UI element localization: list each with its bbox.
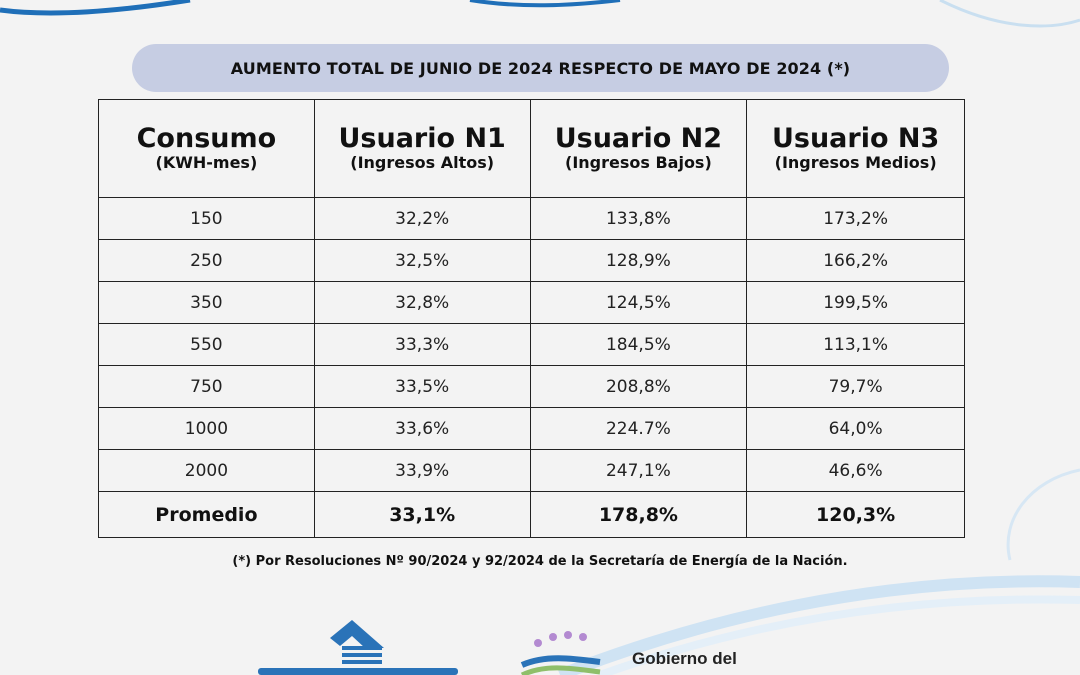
top-left-swoosh: [0, 0, 191, 16]
table-row: 750 33,5% 208,8% 79,7%: [98, 365, 965, 408]
top-right-swoosh: [939, 0, 1080, 28]
cell-n2: 133,8%: [529, 197, 748, 240]
header-usuario-n1: Usuario N1 (Ingresos Altos): [313, 99, 531, 198]
cell-consumo: 2000: [98, 449, 315, 492]
cell-consumo: 150: [98, 197, 315, 240]
header-sub: (Ingresos Altos): [350, 152, 495, 172]
tariff-increase-table: Consumo (KWH-mes) Usuario N1 (Ingresos A…: [98, 99, 965, 538]
table-total-row: Promedio 33,1% 178,8% 120,3%: [98, 491, 965, 538]
header-main: Usuario N2: [554, 122, 723, 154]
header-main: Usuario N1: [338, 122, 506, 154]
cell-n3: 46,6%: [746, 449, 965, 492]
cell-total-n2: 178,8%: [529, 491, 748, 538]
cell-n3: 79,7%: [746, 365, 965, 408]
cell-consumo: 750: [98, 365, 315, 408]
cell-n1: 32,2%: [313, 197, 531, 240]
cell-n1: 33,3%: [313, 323, 531, 366]
title-banner: AUMENTO TOTAL DE JUNIO DE 2024 RESPECTO …: [132, 44, 949, 92]
header-sub: (Ingresos Bajos): [565, 152, 712, 172]
cell-consumo: 1000: [98, 407, 315, 450]
table-row: 150 32,2% 133,8% 173,2%: [98, 197, 965, 240]
table-row: 1000 33,6% 224.7% 64,0%: [98, 407, 965, 450]
top-center-swoosh: [469, 0, 621, 8]
header-sub: (KWH-mes): [155, 152, 258, 172]
header-sub: (Ingresos Medios): [774, 152, 937, 172]
header-usuario-n3: Usuario N3 (Ingresos Medios): [746, 99, 965, 198]
cell-n2: 124,5%: [529, 281, 748, 324]
header-usuario-n2: Usuario N2 (Ingresos Bajos): [529, 99, 748, 198]
cell-n1: 32,8%: [313, 281, 531, 324]
cell-n3: 64,0%: [746, 407, 965, 450]
cell-consumo: 350: [98, 281, 315, 324]
cell-n2: 128,9%: [529, 239, 748, 282]
cell-total-label: Promedio: [98, 491, 315, 538]
cell-n1: 33,6%: [313, 407, 531, 450]
footnote: (*) Por Resoluciones Nº 90/2024 y 92/202…: [232, 554, 848, 569]
cell-n2: 208,8%: [529, 365, 748, 408]
header-main: Consumo: [136, 122, 277, 154]
table-row: 250 32,5% 128,9% 166,2%: [98, 239, 965, 282]
cell-n3: 173,2%: [746, 197, 965, 240]
cell-n1: 33,5%: [313, 365, 531, 408]
header-consumo: Consumo (KWH-mes): [98, 99, 315, 198]
bottom-wave-mid: [598, 595, 1080, 675]
cell-n3: 166,2%: [746, 239, 965, 282]
gobierno-logo-text: Gobierno del: [632, 649, 737, 668]
header-main: Usuario N3: [771, 122, 940, 154]
table-row: 2000 33,9% 247,1% 46,6%: [98, 449, 965, 492]
cell-n2: 247,1%: [529, 449, 748, 492]
gobierno-logo-icon: [520, 631, 601, 675]
cell-consumo: 250: [98, 239, 315, 282]
cell-total-n3: 120,3%: [746, 491, 965, 538]
bottom-wave-light: [557, 575, 1080, 675]
cell-n2: 224.7%: [529, 407, 748, 450]
cell-n3: 113,1%: [746, 323, 965, 366]
table-row: 550 33,3% 184,5% 113,1%: [98, 323, 965, 366]
cell-n3: 199,5%: [746, 281, 965, 324]
cell-total-n1: 33,1%: [313, 491, 531, 538]
bottom-right-ring: [1006, 468, 1080, 561]
table-row: 350 32,8% 124,5% 199,5%: [98, 281, 965, 324]
cell-consumo: 550: [98, 323, 315, 366]
table-header-row: Consumo (KWH-mes) Usuario N1 (Ingresos A…: [98, 99, 965, 198]
epen-logo-icon: [258, 620, 458, 675]
cell-n1: 32,5%: [313, 239, 531, 282]
cell-n2: 184,5%: [529, 323, 748, 366]
cell-n1: 33,9%: [313, 449, 531, 492]
